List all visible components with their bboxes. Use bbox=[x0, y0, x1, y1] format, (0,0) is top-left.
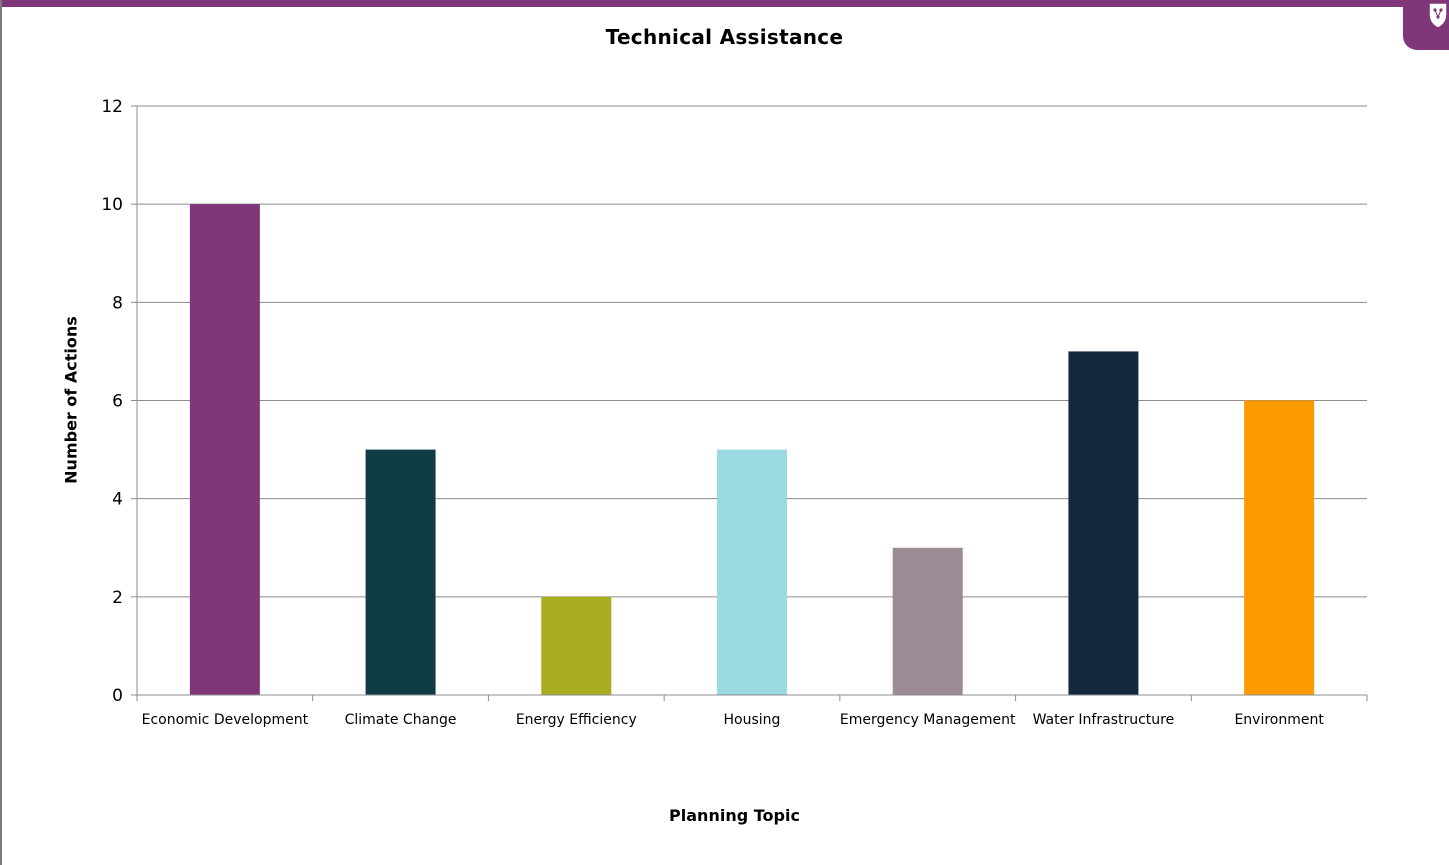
x-category-label-line: Emergency Management bbox=[840, 712, 1016, 728]
x-category-label: Economic Development bbox=[142, 712, 309, 728]
y-tick-label: 4 bbox=[112, 490, 123, 510]
x-category-label: Emergency Management bbox=[840, 712, 1016, 728]
chart-title: Technical Assistance bbox=[605, 25, 844, 49]
x-category-label-line: Economic Development bbox=[142, 712, 309, 728]
bar bbox=[892, 547, 963, 695]
y-tick-label: 12 bbox=[101, 97, 123, 117]
x-category-label-line: Water Infrastructure bbox=[1033, 712, 1175, 728]
x-category-label: Environment bbox=[1234, 712, 1324, 728]
shield-network-icon bbox=[1403, 0, 1449, 50]
tick-labels: 0 2 4 6 8 10 12 Economic Development Climate Cha… bbox=[101, 97, 1324, 728]
x-category-label-line: Climate Change bbox=[345, 712, 457, 728]
bar bbox=[541, 596, 612, 695]
x-category-label: Climate Change bbox=[345, 712, 457, 728]
x-axis-title: Planning Topic bbox=[669, 806, 800, 825]
y-tick-label: 8 bbox=[112, 293, 123, 313]
y-tick-label: 0 bbox=[112, 686, 123, 706]
x-category-label-line: Environment bbox=[1234, 712, 1324, 728]
bar bbox=[189, 204, 260, 695]
x-category-label-line: Energy Efficiency bbox=[516, 712, 637, 728]
bar bbox=[1244, 400, 1315, 695]
axes bbox=[131, 105, 1368, 701]
bar bbox=[365, 449, 436, 695]
top-accent-bar bbox=[0, 0, 1449, 7]
y-tick-label: 2 bbox=[112, 588, 123, 608]
x-category-label: Energy Efficiency bbox=[516, 712, 637, 728]
bar bbox=[717, 449, 787, 695]
frame-left-border bbox=[0, 0, 2, 865]
x-category-label-line: Housing bbox=[724, 712, 781, 728]
bars bbox=[189, 204, 1315, 695]
bar bbox=[1068, 351, 1139, 695]
y-tick-label: 10 bbox=[101, 195, 123, 215]
y-tick-label: 6 bbox=[112, 392, 123, 412]
x-category-label: Housing bbox=[724, 712, 781, 728]
x-category-label: Water Infrastructure bbox=[1033, 712, 1175, 728]
